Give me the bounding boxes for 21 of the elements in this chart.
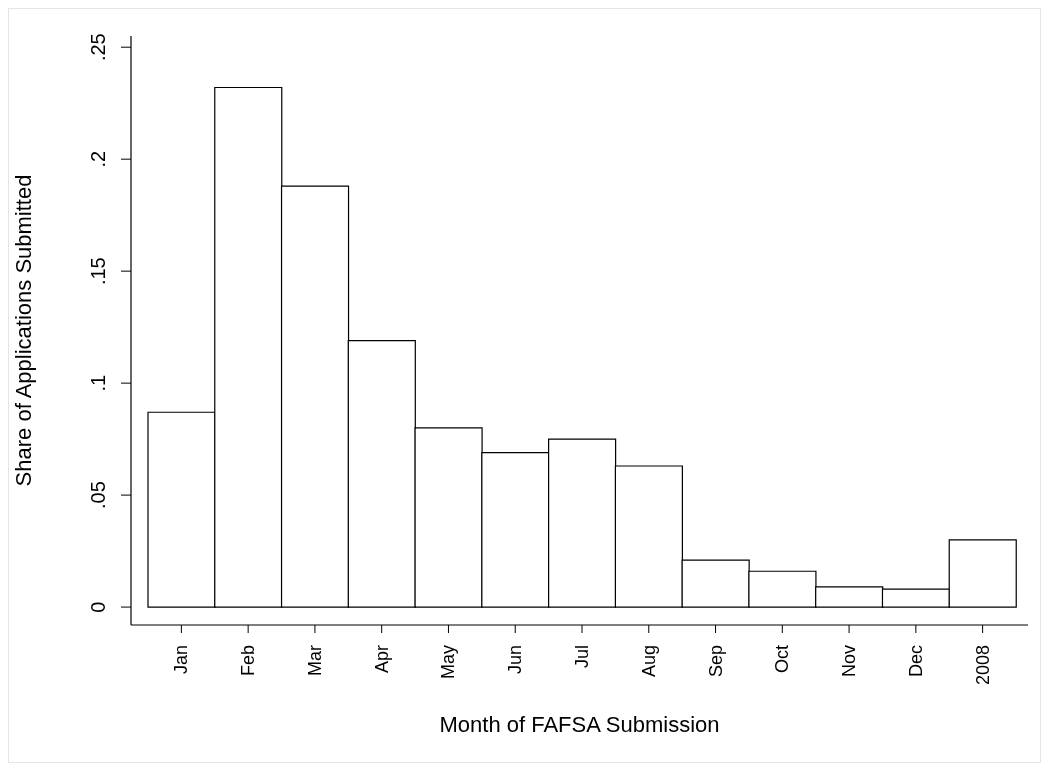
x-tick-label: Jul xyxy=(572,645,592,669)
x-tick-label: Sep xyxy=(705,645,726,678)
x-axis-title: Month of FAFSA Submission xyxy=(439,712,720,737)
x-tick-label: Jan xyxy=(171,645,192,675)
y-tick-label: 0 xyxy=(87,601,109,613)
x-tick-label: Nov xyxy=(839,645,860,678)
x-tick-label: Oct xyxy=(772,645,793,674)
x-tick-label: 2008 xyxy=(972,645,993,686)
x-tick-label: May xyxy=(438,645,459,680)
x-tick-label: Feb xyxy=(238,645,259,677)
y-tick-label: .05 xyxy=(87,481,109,510)
y-tick-label: .2 xyxy=(87,150,109,168)
x-tick-label: Apr xyxy=(371,645,392,674)
y-axis-title: Share of Applications Submitted xyxy=(10,174,36,487)
x-tick-label: Aug xyxy=(638,645,659,678)
x-tick-label: Mar xyxy=(304,645,325,676)
x-tick-label: Dec xyxy=(905,645,926,678)
x-tick-label: Jun xyxy=(505,645,526,675)
y-tick-label: .25 xyxy=(87,33,109,62)
y-tick-label: .15 xyxy=(87,257,109,286)
y-tick-label: .1 xyxy=(87,374,109,392)
